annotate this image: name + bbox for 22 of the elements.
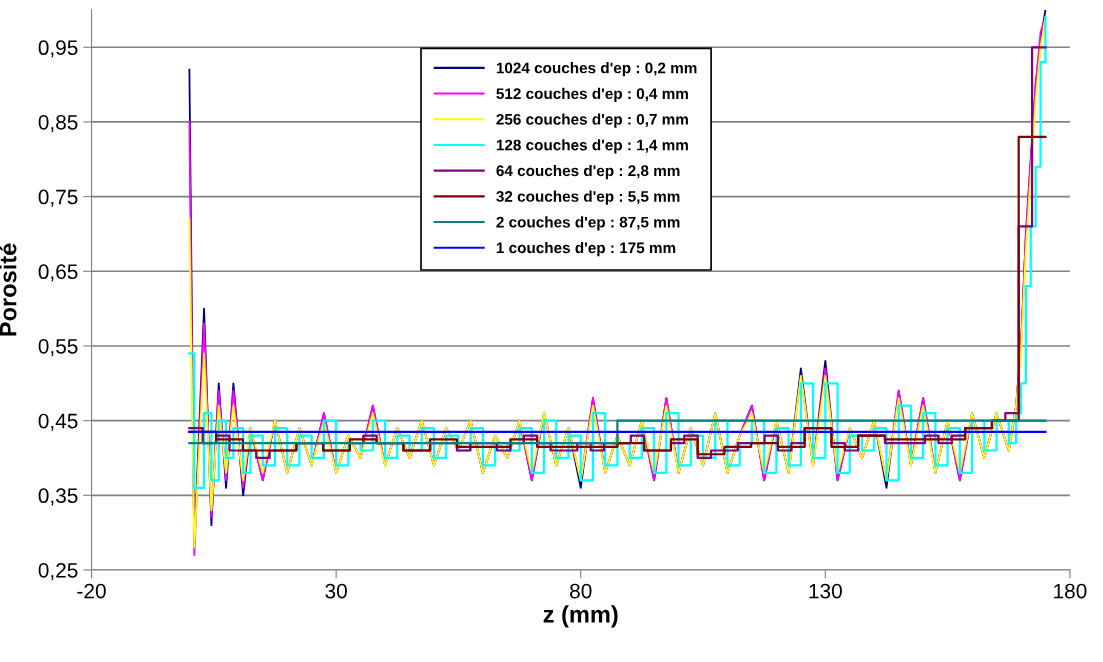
y-tick-label: 0,55 <box>38 338 78 357</box>
x-axis-title: z (mm) <box>543 605 618 628</box>
legend-label: 2 couches d'ep : 87,5 mm <box>496 216 680 231</box>
y-tick-label: 0,25 <box>38 562 78 581</box>
legend-label: 256 couches d'ep : 0,7 mm <box>496 113 688 128</box>
legend-label: 512 couches d'ep : 0,4 mm <box>496 87 688 103</box>
x-tick-label: 180 <box>1054 583 1087 599</box>
y-tick-label: 0,65 <box>38 264 78 282</box>
y-tick-label: 0,35 <box>38 488 78 506</box>
x-tick-label: -20 <box>77 583 106 599</box>
y-tick-label: 0,95 <box>38 40 78 58</box>
y-tick-label: 0,45 <box>38 413 78 431</box>
y-tick-label: 0,85 <box>38 114 78 133</box>
x-tick-label: 130 <box>809 583 842 599</box>
x-tick-label: 80 <box>570 583 592 599</box>
x-tick-label: 30 <box>325 583 347 599</box>
legend-label: 32 couches d'ep : 5,5 mm <box>496 190 680 205</box>
legend-label: 64 couches d'ep : 2,8 mm <box>496 164 680 180</box>
legend-label: 128 couches d'ep : 1,4 mm <box>496 139 688 154</box>
y-tick-label: 0,75 <box>38 189 78 207</box>
legend-label: 1 couches d'ep : 175 mm <box>496 242 676 257</box>
legend-label: 1024 couches d'ep : 0,2 mm <box>496 62 697 77</box>
